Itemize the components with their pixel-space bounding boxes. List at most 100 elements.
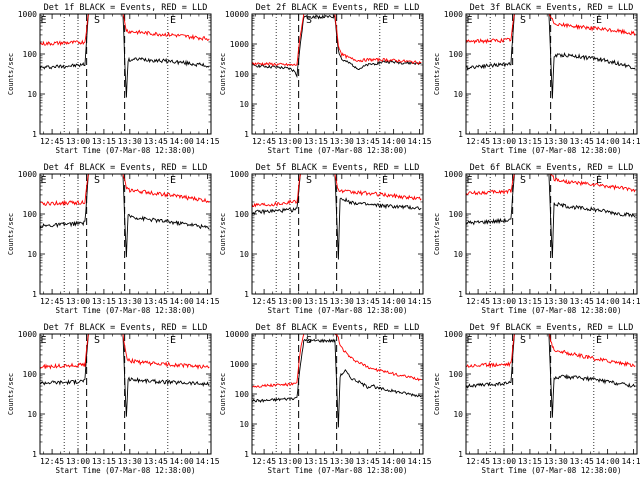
y-tick-label: 100 xyxy=(23,50,38,59)
x-tick-label: 12:45 xyxy=(252,457,276,466)
series-group xyxy=(466,334,636,418)
x-axis-label: Start Time (07-Mar-08 12:38:00) xyxy=(56,306,196,315)
x-tick-label: 13:15 xyxy=(92,457,116,466)
events-series-line xyxy=(252,174,422,260)
x-tick-label: 13:30 xyxy=(544,457,568,466)
x-tick-label: 13:45 xyxy=(356,137,380,146)
y-tick-label: 1 xyxy=(244,130,249,139)
y-tick-label: 1 xyxy=(458,130,463,139)
x-axis-label: Start Time (07-Mar-08 12:38:00) xyxy=(56,466,196,475)
x-tick-label: 12:45 xyxy=(40,137,64,146)
x-tick-label: 14:00 xyxy=(596,297,620,306)
y-axis-label: Counts/sec xyxy=(219,213,227,255)
x-tick-label: 12:45 xyxy=(466,137,490,146)
y-tick-label: 1000 xyxy=(18,330,37,339)
x-tick-label: 13:30 xyxy=(330,137,354,146)
x-tick-label: 13:30 xyxy=(118,297,142,306)
detector-panel: Det 9f BLACK = Events, RED = LLD Counts/s… xyxy=(433,323,640,475)
x-tick-label: 14:00 xyxy=(596,137,620,146)
y-tick-label: 100 xyxy=(23,370,38,379)
y-tick-label: 10 xyxy=(239,100,249,109)
events-series-line xyxy=(252,338,422,428)
event-marker-label: S xyxy=(520,15,526,26)
event-marker-label: S xyxy=(520,175,526,186)
y-axis-label: Counts/sec xyxy=(7,373,15,415)
lld-series-line xyxy=(466,14,636,45)
panel-title: Det 2f BLACK = Events, RED = LLD xyxy=(256,3,420,13)
event-marker-label: E xyxy=(596,15,602,26)
plot-frame xyxy=(39,13,212,135)
event-marker-label: S xyxy=(520,335,526,346)
plot-frame xyxy=(465,13,638,135)
x-tick-label: 13:00 xyxy=(278,137,302,146)
y-axis-label: Counts/sec xyxy=(433,213,441,255)
event-marker-label: E xyxy=(466,335,472,346)
x-tick-label: 12:45 xyxy=(252,297,276,306)
event-marker-label: E xyxy=(466,175,472,186)
x-tick-label: 14:15 xyxy=(621,137,640,146)
y-tick-label: 10 xyxy=(27,250,37,259)
x-tick-label: 12:45 xyxy=(40,297,64,306)
x-tick-label: 12:45 xyxy=(466,297,490,306)
y-tick-label: 100 xyxy=(235,390,250,399)
y-tick-label: 1 xyxy=(32,450,37,459)
lld-series-line xyxy=(466,334,636,369)
x-tick-label: 13:00 xyxy=(492,297,516,306)
x-tick-label: 12:45 xyxy=(40,457,64,466)
event-marker-label: E xyxy=(382,175,388,186)
plot-frame xyxy=(465,173,638,295)
series-group xyxy=(252,174,422,260)
y-tick-label: 100 xyxy=(449,210,464,219)
detector-panel: Det 2f BLACK = Events, RED = LLD Counts/s… xyxy=(219,3,432,155)
y-tick-label: 100 xyxy=(23,210,38,219)
x-tick-label: 13:15 xyxy=(304,457,328,466)
x-tick-label: 13:45 xyxy=(144,137,168,146)
x-axis-label: Start Time (07-Mar-08 12:38:00) xyxy=(268,146,408,155)
event-marker-label: E xyxy=(40,335,46,346)
y-axis-label: Counts/sec xyxy=(7,213,15,255)
event-marker-label: S xyxy=(306,15,312,26)
x-tick-label: 14:15 xyxy=(407,457,431,466)
x-tick-label: 12:45 xyxy=(252,137,276,146)
x-tick-label: 13:30 xyxy=(544,137,568,146)
y-tick-label: 1000 xyxy=(230,40,249,49)
x-tick-label: 13:30 xyxy=(330,457,354,466)
y-tick-label: 10 xyxy=(453,250,463,259)
event-marker-label: S xyxy=(94,15,100,26)
y-tick-label: 100 xyxy=(449,50,464,59)
events-series-line xyxy=(466,14,636,99)
event-marker-label: S xyxy=(306,175,312,186)
event-marker-label: E xyxy=(382,15,388,26)
y-tick-label: 1000 xyxy=(230,360,249,369)
event-marker-label: E xyxy=(170,175,176,186)
y-tick-label: 1 xyxy=(244,450,249,459)
x-tick-label: 13:00 xyxy=(278,457,302,466)
x-tick-label: 14:00 xyxy=(596,457,620,466)
y-tick-label: 1 xyxy=(32,290,37,299)
detector-panel: Det 6f BLACK = Events, RED = LLD Counts/s… xyxy=(433,163,640,315)
panel-title: Det 5f BLACK = Events, RED = LLD xyxy=(256,163,420,173)
detector-panel: Det 1f BLACK = Events, RED = LLD Counts/s… xyxy=(7,3,220,155)
y-axis-label: Counts/sec xyxy=(219,373,227,415)
panel-title: Det 1f BLACK = Events, RED = LLD xyxy=(44,3,208,13)
series-group xyxy=(40,334,210,417)
event-marker-label: E xyxy=(466,15,472,26)
plot-frame xyxy=(251,333,424,455)
x-tick-label: 14:15 xyxy=(407,297,431,306)
x-tick-label: 14:15 xyxy=(621,297,640,306)
x-axis-label: Start Time (07-Mar-08 12:38:00) xyxy=(482,466,622,475)
x-tick-label: 12:45 xyxy=(466,457,490,466)
x-tick-label: 14:00 xyxy=(382,457,406,466)
panel-title: Det 7f BLACK = Events, RED = LLD xyxy=(44,323,208,333)
y-tick-label: 100 xyxy=(235,70,250,79)
y-axis-label: Counts/sec xyxy=(219,53,227,95)
y-tick-label: 100 xyxy=(235,210,250,219)
detector-panel: Det 8f BLACK = Events, RED = LLD Counts/s… xyxy=(219,323,432,475)
x-axis-label: Start Time (07-Mar-08 12:38:00) xyxy=(482,146,622,155)
detector-panel: Det 5f BLACK = Events, RED = LLD Counts/s… xyxy=(219,163,432,315)
x-tick-label: 14:00 xyxy=(382,297,406,306)
y-tick-label: 1000 xyxy=(444,170,463,179)
x-axis-label: Start Time (07-Mar-08 12:38:00) xyxy=(482,306,622,315)
x-tick-label: 13:00 xyxy=(492,137,516,146)
panel-title: Det 4f BLACK = Events, RED = LLD xyxy=(44,163,208,173)
